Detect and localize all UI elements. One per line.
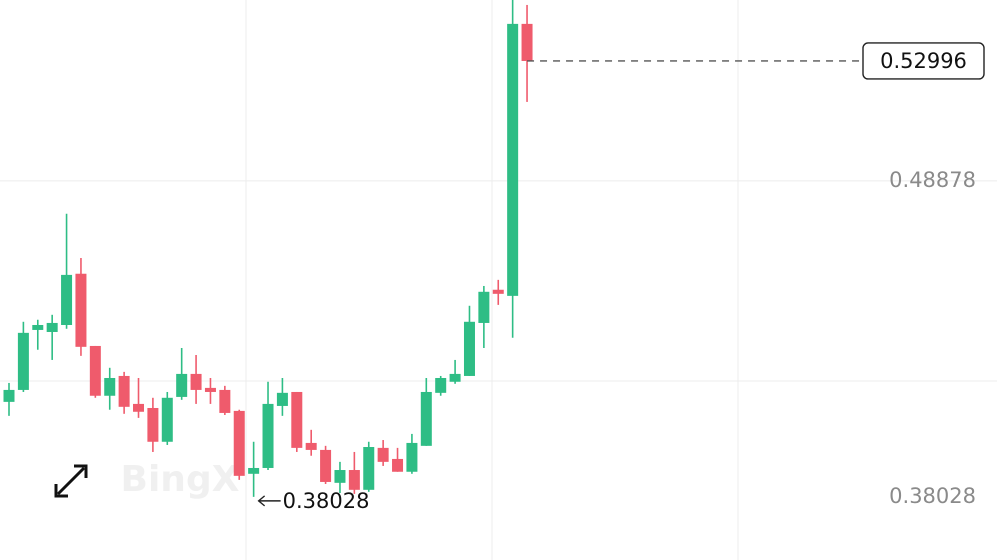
candle-body — [3, 389, 15, 402]
candle-body — [104, 377, 116, 396]
candle-body — [492, 289, 504, 294]
candle-body — [334, 470, 346, 483]
last-price-label: 0.52996 — [880, 49, 967, 73]
candle-body — [204, 387, 216, 392]
candle-body — [46, 322, 58, 332]
expand-icon[interactable] — [54, 464, 88, 498]
candle-body — [161, 397, 173, 442]
candle-body — [305, 442, 317, 450]
candle-body — [17, 332, 29, 390]
candle-body — [176, 373, 188, 397]
candle-body — [420, 391, 432, 446]
last-price-box — [862, 42, 985, 80]
candle-body — [507, 23, 519, 296]
candle-body — [449, 373, 461, 382]
candle-body — [233, 410, 245, 476]
candle-body — [262, 403, 274, 468]
y-tick-label: 0.38028 — [889, 484, 976, 508]
candle-body — [348, 470, 360, 490]
y-tick-label: 0.48878 — [889, 168, 976, 192]
candle-body — [320, 449, 332, 482]
candle-body — [118, 375, 130, 407]
candle-body — [392, 458, 404, 472]
candle-body — [377, 447, 389, 462]
candle-body — [276, 392, 288, 406]
candle-body — [61, 274, 73, 325]
candle-body — [291, 391, 303, 448]
candle-body — [147, 407, 159, 442]
plot: 0.48878 0.38028 0.52996 0.38028 — [0, 0, 997, 513]
watermark: BingX — [121, 459, 240, 500]
candle-body — [435, 377, 447, 393]
candle-body — [463, 321, 475, 376]
candle-body — [219, 389, 231, 413]
low-arrow-head — [257, 495, 266, 507]
candle-body — [478, 291, 490, 323]
candle-body — [89, 345, 101, 396]
candle-body — [521, 23, 533, 61]
candle-body — [406, 442, 418, 472]
candle-body — [363, 447, 375, 490]
low-label: 0.38028 — [283, 489, 370, 513]
candle-body — [133, 403, 145, 412]
candle-body — [32, 324, 44, 330]
candle-body — [75, 273, 87, 347]
candle-body — [190, 373, 202, 390]
candle-body — [248, 467, 260, 474]
